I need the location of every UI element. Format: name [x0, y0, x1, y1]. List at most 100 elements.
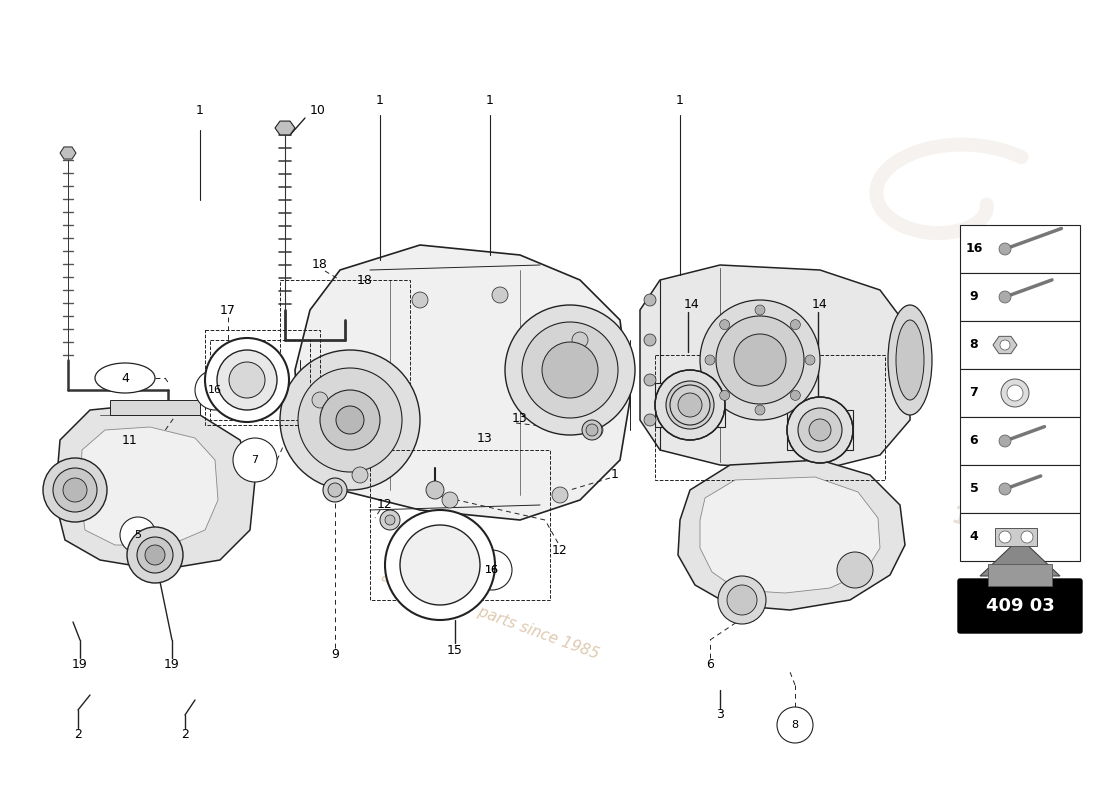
Text: 4: 4: [121, 371, 129, 385]
Polygon shape: [55, 405, 255, 570]
Text: 3: 3: [716, 709, 724, 722]
Circle shape: [808, 419, 830, 441]
Text: 10: 10: [310, 103, 326, 117]
Text: 1: 1: [486, 94, 494, 106]
Ellipse shape: [888, 305, 932, 415]
Bar: [205, 330, 320, 425]
Text: 2: 2: [74, 729, 81, 742]
Circle shape: [126, 527, 183, 583]
Text: 18: 18: [358, 274, 373, 286]
Bar: [960, 321, 1080, 369]
Text: 5: 5: [969, 482, 978, 495]
Bar: [786, 410, 852, 450]
Polygon shape: [60, 147, 76, 159]
Circle shape: [476, 554, 508, 586]
Circle shape: [426, 481, 444, 499]
Bar: [960, 417, 1080, 465]
Circle shape: [734, 334, 786, 386]
Bar: [960, 369, 1080, 417]
Circle shape: [522, 322, 618, 418]
Circle shape: [195, 370, 235, 410]
Circle shape: [777, 707, 813, 743]
Circle shape: [718, 576, 766, 624]
Text: 12: 12: [552, 543, 568, 557]
Circle shape: [385, 510, 495, 620]
Bar: [988, 564, 1052, 586]
Bar: [960, 465, 1080, 513]
Circle shape: [53, 468, 97, 512]
Circle shape: [700, 300, 820, 420]
Circle shape: [400, 525, 480, 605]
FancyBboxPatch shape: [958, 579, 1082, 633]
Circle shape: [572, 332, 588, 348]
Circle shape: [999, 435, 1011, 447]
Circle shape: [280, 350, 420, 490]
Circle shape: [505, 305, 635, 435]
Circle shape: [582, 420, 602, 440]
Text: 4: 4: [969, 530, 978, 543]
Text: 6: 6: [970, 434, 978, 447]
Text: 9: 9: [970, 290, 978, 303]
Circle shape: [786, 397, 852, 463]
Text: 16: 16: [966, 242, 982, 255]
Polygon shape: [80, 427, 218, 545]
Text: 13: 13: [513, 411, 528, 425]
Circle shape: [716, 316, 804, 404]
Circle shape: [442, 492, 458, 508]
Circle shape: [472, 550, 512, 590]
Text: 7: 7: [969, 386, 978, 399]
Circle shape: [552, 487, 568, 503]
Circle shape: [654, 370, 725, 440]
Circle shape: [43, 458, 107, 522]
Circle shape: [705, 355, 715, 365]
Text: 8: 8: [970, 338, 978, 351]
Circle shape: [727, 585, 757, 615]
Circle shape: [644, 294, 656, 306]
Text: since: since: [1003, 261, 1036, 303]
Text: 9: 9: [331, 649, 339, 662]
Polygon shape: [700, 477, 880, 593]
Circle shape: [644, 414, 656, 426]
Text: 6: 6: [706, 658, 714, 671]
Text: 11: 11: [122, 434, 138, 446]
Bar: [370, 450, 550, 600]
Bar: [960, 513, 1080, 561]
Ellipse shape: [95, 363, 155, 393]
Circle shape: [298, 368, 402, 472]
Circle shape: [670, 385, 710, 425]
Text: 16: 16: [208, 385, 222, 395]
Circle shape: [120, 517, 156, 553]
Polygon shape: [678, 460, 905, 610]
Circle shape: [791, 320, 801, 330]
Bar: [960, 273, 1080, 321]
Circle shape: [323, 478, 346, 502]
Circle shape: [63, 478, 87, 502]
Circle shape: [492, 287, 508, 303]
Circle shape: [312, 392, 328, 408]
Text: 1: 1: [376, 94, 384, 106]
Circle shape: [798, 408, 842, 452]
Circle shape: [1001, 379, 1028, 407]
Text: 19: 19: [73, 658, 88, 671]
Circle shape: [644, 374, 656, 386]
Circle shape: [837, 552, 873, 588]
Text: 2: 2: [182, 729, 189, 742]
Ellipse shape: [896, 320, 924, 400]
Circle shape: [678, 393, 702, 417]
Circle shape: [666, 381, 714, 429]
Circle shape: [412, 292, 428, 308]
Bar: [996, 528, 1037, 546]
Circle shape: [755, 405, 764, 415]
Polygon shape: [295, 245, 630, 520]
Circle shape: [719, 320, 729, 330]
Circle shape: [719, 390, 729, 400]
Text: 5: 5: [134, 530, 142, 540]
Circle shape: [328, 483, 342, 497]
Text: 8: 8: [791, 720, 799, 730]
Circle shape: [379, 510, 400, 530]
Text: 1: 1: [196, 103, 204, 117]
Circle shape: [229, 362, 265, 398]
Text: 19: 19: [164, 658, 180, 671]
Text: 18: 18: [312, 258, 328, 271]
Circle shape: [791, 390, 801, 400]
